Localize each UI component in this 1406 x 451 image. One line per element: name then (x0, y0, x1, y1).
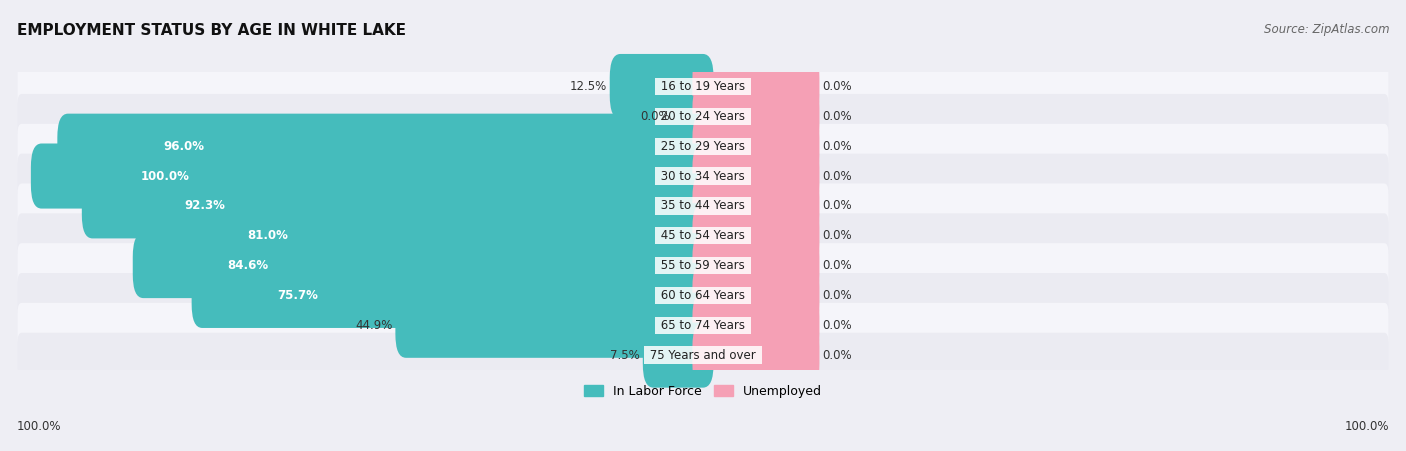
FancyBboxPatch shape (692, 54, 820, 119)
Text: 45 to 54 Years: 45 to 54 Years (657, 229, 749, 242)
FancyBboxPatch shape (692, 84, 820, 149)
Text: 0.0%: 0.0% (823, 170, 852, 183)
Text: 0.0%: 0.0% (823, 199, 852, 212)
Text: 65 to 74 Years: 65 to 74 Years (657, 319, 749, 332)
Text: 100.0%: 100.0% (141, 170, 190, 183)
FancyBboxPatch shape (692, 114, 820, 179)
Text: 0.0%: 0.0% (823, 110, 852, 123)
FancyBboxPatch shape (156, 203, 714, 268)
FancyBboxPatch shape (18, 273, 1388, 318)
Text: EMPLOYMENT STATUS BY AGE IN WHITE LAKE: EMPLOYMENT STATUS BY AGE IN WHITE LAKE (17, 23, 406, 37)
Text: 84.6%: 84.6% (228, 259, 269, 272)
FancyBboxPatch shape (191, 263, 714, 328)
FancyBboxPatch shape (395, 293, 714, 358)
Text: 44.9%: 44.9% (356, 319, 392, 332)
Text: Source: ZipAtlas.com: Source: ZipAtlas.com (1264, 23, 1389, 36)
Text: 0.0%: 0.0% (823, 80, 852, 93)
Text: 55 to 59 Years: 55 to 59 Years (657, 259, 749, 272)
Text: 0.0%: 0.0% (823, 229, 852, 242)
Text: 92.3%: 92.3% (184, 199, 225, 212)
FancyBboxPatch shape (18, 64, 1388, 109)
Text: 0.0%: 0.0% (823, 319, 852, 332)
FancyBboxPatch shape (18, 333, 1388, 377)
FancyBboxPatch shape (610, 54, 714, 119)
FancyBboxPatch shape (692, 233, 820, 298)
Text: 35 to 44 Years: 35 to 44 Years (657, 199, 749, 212)
FancyBboxPatch shape (643, 322, 714, 388)
Text: 0.0%: 0.0% (823, 289, 852, 302)
FancyBboxPatch shape (18, 303, 1388, 348)
FancyBboxPatch shape (82, 173, 714, 239)
Text: 60 to 64 Years: 60 to 64 Years (657, 289, 749, 302)
FancyBboxPatch shape (692, 203, 820, 268)
FancyBboxPatch shape (678, 96, 709, 137)
FancyBboxPatch shape (18, 154, 1388, 198)
FancyBboxPatch shape (18, 184, 1388, 228)
Text: 75.7%: 75.7% (277, 289, 318, 302)
Text: 0.0%: 0.0% (823, 259, 852, 272)
Text: 0.0%: 0.0% (640, 110, 669, 123)
FancyBboxPatch shape (18, 94, 1388, 139)
Text: 20 to 24 Years: 20 to 24 Years (657, 110, 749, 123)
FancyBboxPatch shape (18, 213, 1388, 258)
Text: 0.0%: 0.0% (823, 349, 852, 362)
Text: 25 to 29 Years: 25 to 29 Years (657, 140, 749, 153)
Text: 12.5%: 12.5% (569, 80, 607, 93)
FancyBboxPatch shape (692, 293, 820, 358)
FancyBboxPatch shape (692, 263, 820, 328)
Text: 30 to 34 Years: 30 to 34 Years (657, 170, 749, 183)
Text: 100.0%: 100.0% (1344, 420, 1389, 433)
FancyBboxPatch shape (31, 143, 714, 208)
Text: 81.0%: 81.0% (247, 229, 288, 242)
Text: 100.0%: 100.0% (17, 420, 62, 433)
FancyBboxPatch shape (692, 143, 820, 208)
FancyBboxPatch shape (692, 322, 820, 388)
Text: 75 Years and over: 75 Years and over (647, 349, 759, 362)
FancyBboxPatch shape (132, 233, 714, 298)
Text: 0.0%: 0.0% (823, 140, 852, 153)
FancyBboxPatch shape (18, 124, 1388, 169)
Text: 7.5%: 7.5% (610, 349, 640, 362)
Text: 96.0%: 96.0% (163, 140, 204, 153)
Legend: In Labor Force, Unemployed: In Labor Force, Unemployed (579, 380, 827, 403)
FancyBboxPatch shape (692, 173, 820, 239)
Text: 16 to 19 Years: 16 to 19 Years (657, 80, 749, 93)
FancyBboxPatch shape (58, 114, 714, 179)
FancyBboxPatch shape (18, 243, 1388, 288)
